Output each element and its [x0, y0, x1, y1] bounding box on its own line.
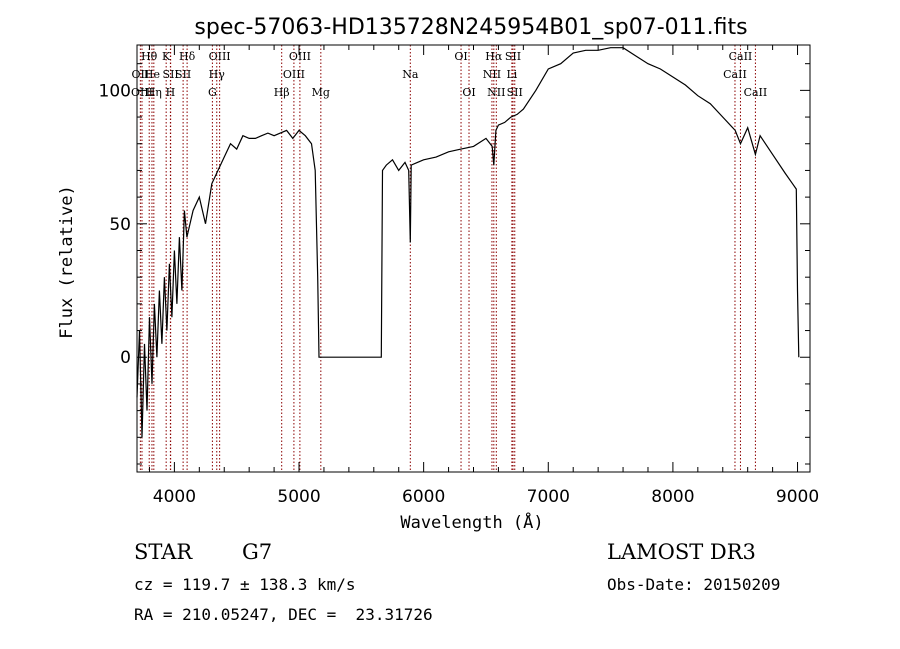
line-marker-label: OIII: [289, 50, 311, 63]
line-marker-label: OIII: [131, 86, 153, 99]
line-marker-label: OIII: [209, 50, 231, 63]
x-tick-label: 9000: [776, 487, 819, 507]
line-marker-label: Na: [402, 68, 419, 81]
subclass-label: G7: [242, 540, 272, 564]
line-marker-label: He: [144, 68, 160, 81]
line-markers: [139, 45, 756, 472]
line-marker-label: OI: [454, 50, 467, 63]
line-marker-label: CaII: [744, 86, 768, 99]
line-marker-label: K: [162, 50, 171, 63]
line-marker-label: Hθ: [141, 50, 158, 63]
plot-frame: [136, 44, 811, 473]
line-marker-label: OII: [132, 68, 150, 81]
line-marker-label: SII: [163, 68, 179, 81]
line-marker-label: Hδ: [179, 50, 196, 63]
line-marker-label: Li: [506, 68, 517, 81]
x-tick-label: 6000: [402, 487, 445, 507]
line-marker-label: Hγ: [209, 68, 226, 81]
x-axis-ticks: 4000 5000 6000 7000 8000 9000: [148, 45, 819, 507]
coordinates-label: RA = 210.05247, DEC = 23.31726: [134, 605, 433, 624]
survey-label: LAMOST DR3: [607, 540, 756, 564]
redshift-label: cz = 119.7 ± 138.3 km/s: [134, 575, 356, 594]
line-marker-label: SII: [507, 86, 523, 99]
y-tick-label: 100: [99, 81, 131, 101]
line-marker-label: G: [208, 86, 217, 99]
line-marker-label: OI: [462, 86, 475, 99]
line-marker-label: Hβ: [274, 86, 290, 99]
y-axis-ticks: 0 50 100: [99, 63, 810, 465]
y-axis-label: Flux (relative): [57, 185, 77, 339]
x-tick-label: 8000: [651, 487, 694, 507]
class-label: STAR: [134, 540, 193, 564]
x-axis-label: Wavelength (Å): [400, 511, 543, 533]
obs-date-label: Obs-Date: 20150209: [607, 575, 780, 594]
line-marker-label: Hα: [485, 50, 503, 63]
line-marker-label: NII: [487, 86, 505, 99]
line-marker-label: Hη: [146, 86, 162, 99]
line-marker-label: CaII: [723, 68, 747, 81]
line-marker-label: H: [166, 86, 176, 99]
line-marker-label: Mg: [312, 86, 330, 99]
x-tick-label: 4000: [153, 487, 196, 507]
line-marker-label: SII: [505, 50, 521, 63]
line-marker-label: NII: [483, 68, 501, 81]
chart-title: spec-57063-HD135728N245954B01_sp07-011.f…: [194, 15, 747, 40]
y-tick-label: 50: [109, 215, 131, 235]
line-marker-label: OIII: [283, 68, 305, 81]
y-tick-label: 0: [120, 348, 131, 368]
spectrum-line: [136, 47, 800, 438]
x-tick-label: 7000: [527, 487, 570, 507]
line-marker-label: SII: [175, 68, 191, 81]
line-marker-label: CaII: [729, 50, 753, 63]
x-tick-label: 5000: [277, 487, 320, 507]
